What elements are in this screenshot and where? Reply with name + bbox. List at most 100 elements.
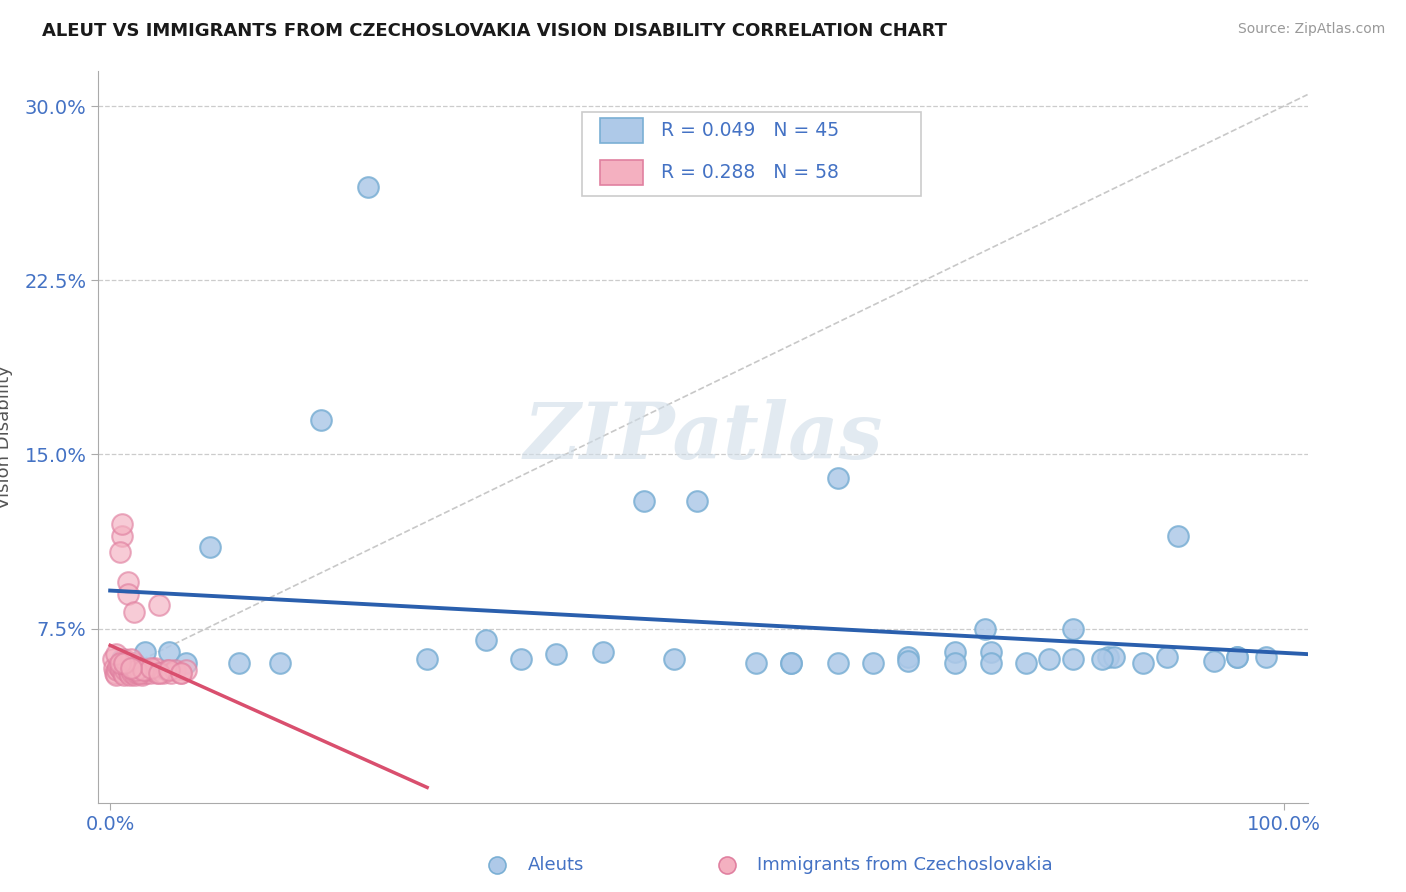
Point: [357, 180, 380, 194]
Point: [633, 494, 655, 508]
Point: [311, 412, 333, 426]
Point: [1062, 652, 1084, 666]
Y-axis label: Vision Disability: Vision Disability: [0, 365, 14, 509]
Point: [169, 665, 191, 680]
Point: [101, 652, 124, 666]
Point: [897, 649, 920, 664]
Text: ALEUT VS IMMIGRANTS FROM CZECHOSLOVAKIA VISION DISABILITY CORRELATION CHART: ALEUT VS IMMIGRANTS FROM CZECHOSLOVAKIA …: [42, 22, 948, 40]
Point: [1226, 649, 1249, 664]
Point: [136, 664, 159, 678]
Point: [132, 664, 155, 678]
Point: [122, 606, 145, 620]
Point: [157, 645, 180, 659]
Point: [103, 661, 125, 675]
Point: [152, 665, 174, 680]
Point: [125, 665, 148, 680]
Point: [114, 664, 136, 678]
Point: [128, 661, 150, 675]
Point: [141, 664, 163, 678]
Point: [1091, 652, 1114, 666]
Bar: [600, 118, 643, 144]
Text: R = 0.049   N = 45: R = 0.049 N = 45: [661, 121, 839, 140]
Point: [146, 665, 169, 680]
Point: [105, 664, 128, 678]
Point: [120, 661, 142, 675]
Point: [131, 668, 153, 682]
Point: [129, 665, 152, 680]
Point: [1062, 622, 1084, 636]
Point: [118, 665, 141, 680]
Point: [112, 657, 135, 671]
Point: [112, 665, 135, 680]
Point: [980, 645, 1002, 659]
Point: [1097, 649, 1119, 664]
Point: [269, 657, 291, 671]
Point: [122, 657, 145, 671]
Point: [139, 665, 162, 680]
Point: [1256, 649, 1278, 664]
Point: [745, 657, 768, 671]
Point: [111, 529, 134, 543]
Point: [134, 664, 156, 678]
Point: [169, 665, 191, 680]
Point: [112, 652, 135, 666]
Point: [1202, 654, 1225, 668]
Point: [134, 645, 156, 659]
Point: [416, 652, 439, 666]
Point: [155, 664, 177, 678]
Point: [120, 668, 142, 682]
Point: [104, 665, 127, 680]
Point: [122, 657, 145, 671]
Point: [1156, 649, 1178, 664]
Point: [176, 657, 198, 671]
Point: [148, 665, 170, 680]
Point: [1038, 652, 1060, 666]
Point: [110, 664, 132, 678]
Text: Source: ZipAtlas.com: Source: ZipAtlas.com: [1237, 22, 1385, 37]
Point: [1132, 657, 1154, 671]
Point: [945, 645, 967, 659]
Point: [228, 657, 250, 671]
Point: [198, 541, 221, 555]
Point: [827, 657, 849, 671]
Point: [862, 657, 884, 671]
Point: [127, 664, 149, 678]
Point: [108, 545, 131, 559]
Point: [117, 587, 139, 601]
Point: [897, 654, 920, 668]
Point: [1167, 529, 1189, 543]
Point: [176, 664, 198, 678]
Point: [107, 658, 129, 673]
Point: [143, 661, 166, 675]
Point: [132, 664, 155, 678]
Point: [1226, 649, 1249, 664]
Point: [148, 599, 170, 613]
Point: [111, 652, 134, 666]
Point: [125, 664, 148, 678]
Point: [780, 657, 803, 671]
Point: [121, 665, 143, 680]
Point: [662, 652, 685, 666]
Point: [592, 645, 614, 659]
Point: [945, 657, 967, 671]
Point: [141, 661, 163, 675]
Point: [105, 647, 128, 661]
Point: [686, 494, 709, 508]
Point: [1102, 649, 1125, 664]
Bar: [600, 160, 643, 186]
Point: [124, 668, 146, 682]
Point: [780, 657, 803, 671]
Point: [111, 517, 134, 532]
Point: [163, 664, 186, 678]
Point: [475, 633, 498, 648]
Point: [120, 652, 142, 666]
Point: [510, 652, 533, 666]
Point: [128, 665, 150, 680]
Text: Aleuts: Aleuts: [527, 856, 583, 874]
Text: ZIPatlas: ZIPatlas: [523, 399, 883, 475]
Point: [134, 665, 156, 680]
Point: [112, 668, 135, 682]
Point: [120, 664, 142, 678]
Text: Immigrants from Czechoslovakia: Immigrants from Czechoslovakia: [758, 856, 1053, 874]
Point: [973, 622, 995, 636]
